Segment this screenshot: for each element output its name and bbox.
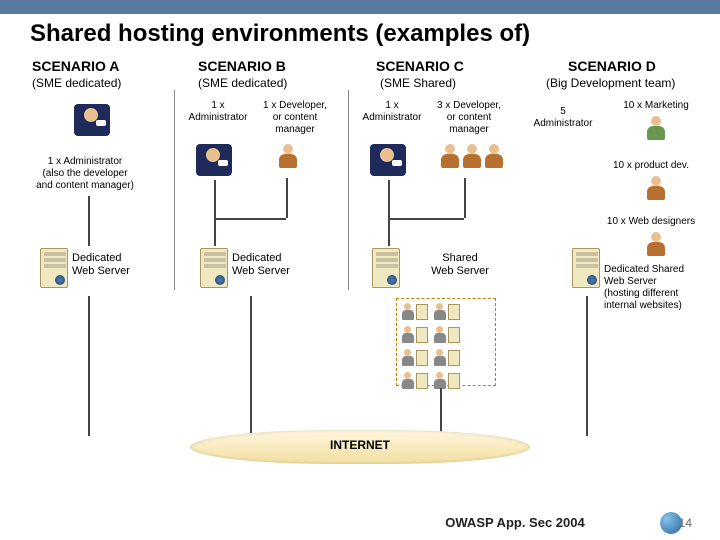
admin-icon: [74, 104, 110, 136]
connector: [250, 296, 252, 436]
divider: [174, 90, 175, 290]
scenario-a-title: SCENARIO A: [32, 58, 119, 74]
scenario-b-admin-label: 1 x Administrator: [184, 100, 252, 124]
scenario-c-server: Shared Web Server: [420, 252, 500, 278]
scenario-b-title: SCENARIO B: [198, 58, 286, 74]
connector: [214, 218, 286, 220]
footer: OWASP App. Sec 2004 14: [0, 515, 720, 530]
server-icon: [200, 248, 228, 288]
scenario-c-sub: (SME Shared): [380, 76, 456, 90]
scenario-c-admin-label: 1 x Administrator: [358, 100, 426, 124]
scenario-d-admin-label: 5 Administrator: [528, 106, 598, 130]
scenario-b-server: Dedicated Web Server: [232, 252, 312, 278]
scenario-c-dev-label: 3 x Developer, or content manager: [430, 100, 508, 136]
header-bar: [0, 0, 720, 14]
scenario-c-title: SCENARIO C: [376, 58, 464, 74]
footer-text: OWASP App. Sec 2004: [445, 515, 584, 530]
connector: [440, 388, 442, 436]
server-icon: [40, 248, 68, 288]
user-icon: [646, 176, 666, 202]
connector: [388, 180, 390, 246]
scenario-d-sub: (Big Development team): [546, 76, 675, 90]
scenario-b-sub: (SME dedicated): [198, 76, 287, 90]
globe-icon: [660, 512, 682, 534]
connector: [388, 218, 464, 220]
admin-icon: [370, 144, 406, 176]
scenario-b-dev-label: 1 x Developer, or content manager: [256, 100, 334, 136]
connector: [88, 296, 90, 436]
server-icon: [372, 248, 400, 288]
scenario-a-role: 1 x Administrator (also the developer an…: [20, 156, 150, 192]
user-icon: [278, 144, 298, 170]
user-icon: [440, 144, 460, 170]
connector: [586, 296, 588, 436]
scenario-a-server: Dedicated Web Server: [72, 252, 152, 278]
connector: [88, 196, 90, 246]
admin-icon: [196, 144, 232, 176]
connector: [286, 178, 288, 218]
scenario-d-server: Dedicated Shared Web Server (hosting dif…: [604, 264, 714, 312]
user-icon: [646, 116, 666, 142]
server-icon: [572, 248, 600, 288]
internet-label: INTERNET: [330, 438, 390, 452]
scenario-d-prod-label: 10 x product dev.: [600, 160, 702, 172]
connector: [464, 178, 466, 218]
page-title: Shared hosting environments (examples of…: [30, 20, 530, 48]
divider: [348, 90, 349, 290]
scenario-d-mkt-label: 10 x Marketing: [610, 100, 702, 112]
connector: [214, 180, 216, 246]
user-icon: [484, 144, 504, 170]
scenario-a-sub: (SME dedicated): [32, 76, 121, 90]
scenario-d-title: SCENARIO D: [568, 58, 656, 74]
scenario-d-web-label: 10 x Web designers: [596, 216, 706, 228]
user-icon: [646, 232, 666, 258]
user-icon: [462, 144, 482, 170]
shared-sites-box: [396, 298, 496, 386]
